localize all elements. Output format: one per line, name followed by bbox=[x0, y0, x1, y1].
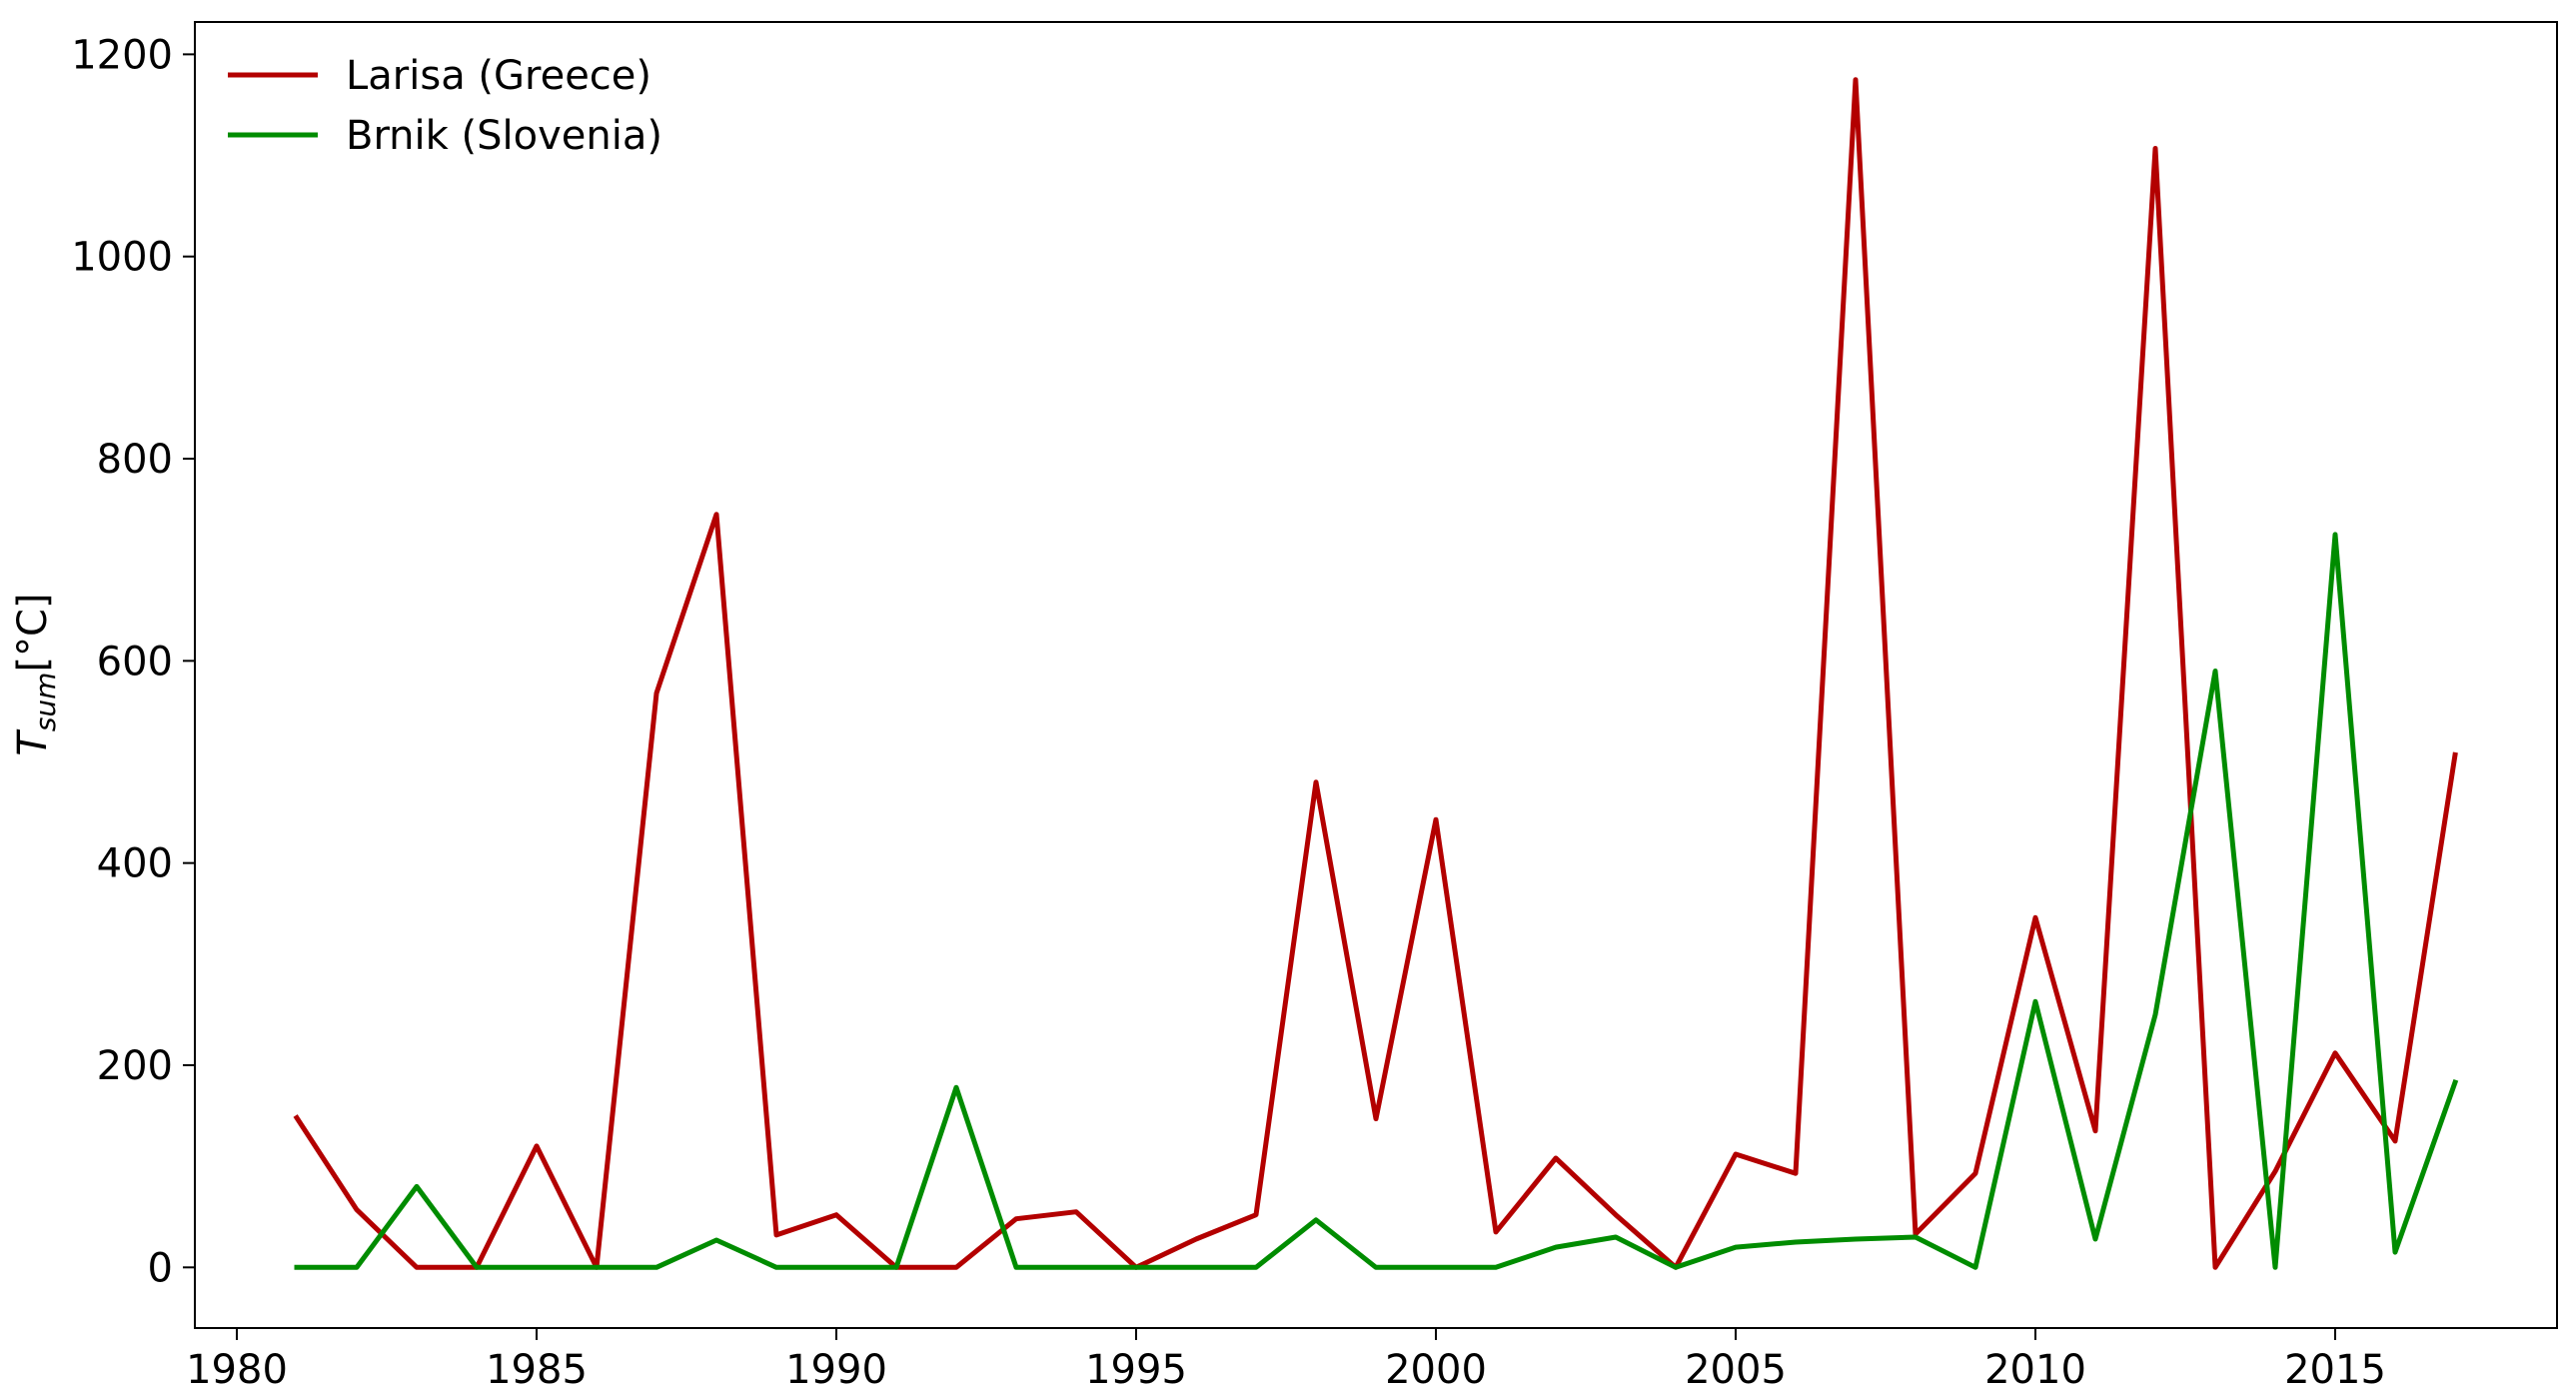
x-tick-label: 2005 bbox=[1685, 1347, 1787, 1393]
series-layer bbox=[293, 77, 2459, 1270]
y-tick-label: 800 bbox=[97, 437, 173, 483]
y-tick-label: 400 bbox=[97, 841, 173, 887]
y-tick-label: 200 bbox=[97, 1043, 173, 1089]
y-axis-label: Tsum[°C] bbox=[10, 593, 62, 755]
x-tick-label: 2015 bbox=[2284, 1347, 2386, 1393]
x-tick-label: 1985 bbox=[486, 1347, 588, 1393]
x-tick-label: 2000 bbox=[1385, 1347, 1487, 1393]
legend-label-1: Brnik (Slovenia) bbox=[346, 113, 662, 159]
y-axis-label-unit: [°C] bbox=[10, 593, 56, 672]
y-axis-label-main: T bbox=[10, 728, 56, 756]
y-tick-label: 600 bbox=[97, 639, 173, 685]
series-line-1 bbox=[294, 532, 2459, 1270]
x-tick-label: 1995 bbox=[1085, 1347, 1187, 1393]
x-tick-label: 1990 bbox=[785, 1347, 887, 1393]
legend: Larisa (Greece) Brnik (Slovenia) bbox=[228, 53, 662, 159]
y-axis-label-sub: sum bbox=[29, 673, 62, 732]
y-tick-label: 1200 bbox=[71, 32, 173, 78]
legend-label-0: Larisa (Greece) bbox=[346, 53, 651, 99]
plot-frame bbox=[194, 21, 2558, 1329]
x-tick-label: 2010 bbox=[1984, 1347, 2086, 1393]
x-tick-label: 1980 bbox=[186, 1347, 288, 1393]
series-line-0 bbox=[293, 77, 2458, 1270]
y-tick-label: 1000 bbox=[71, 235, 173, 281]
x-axis: 1980 1985 1990 1995 2000 2005 2010 2015 bbox=[186, 1328, 2386, 1393]
y-axis: 0 200 400 600 800 1000 1200 bbox=[71, 32, 195, 1291]
y-tick-label: 0 bbox=[148, 1245, 173, 1291]
